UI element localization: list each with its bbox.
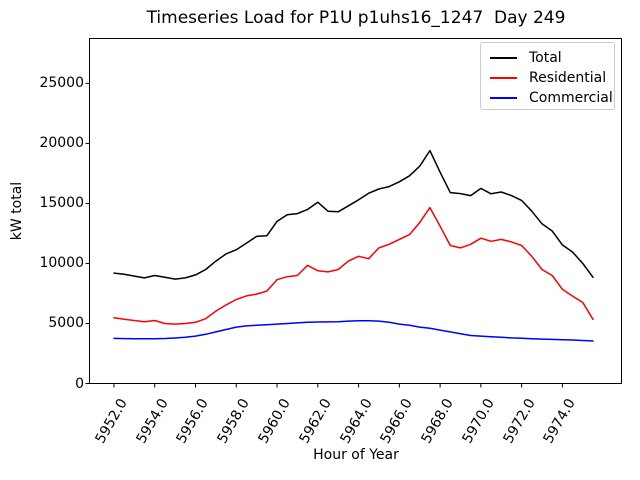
y-tick-label: 20000 (39, 135, 84, 152)
y-tick-label: 0 (75, 375, 84, 392)
legend-entry-residential: Residential (481, 68, 614, 88)
total-line-swatch (490, 57, 517, 59)
legend-label: Residential (529, 70, 607, 86)
legend-entry-total: Total (481, 48, 614, 68)
residential-line-swatch (490, 77, 517, 79)
commercial-line (113, 319, 594, 342)
total-line (113, 149, 594, 280)
commercial-line-swatch (490, 97, 517, 99)
legend-entry-commercial: Commercial (481, 88, 614, 108)
y-tick-label: 25000 (39, 75, 84, 92)
chart-title: Timeseries Load for P1U p1uhs16_1247 Day… (146, 8, 566, 28)
legend-label: Total (529, 50, 562, 66)
residential-line (113, 206, 594, 325)
y-tick-label: 5000 (48, 315, 84, 332)
legend: Total Residential Commercial (480, 42, 615, 110)
legend-label: Commercial (529, 90, 613, 106)
y-tick-label: 15000 (39, 195, 84, 212)
x-axis-label: Hour of Year (313, 447, 399, 463)
y-tick-label: 10000 (39, 255, 84, 272)
axes-frame (89, 38, 622, 384)
